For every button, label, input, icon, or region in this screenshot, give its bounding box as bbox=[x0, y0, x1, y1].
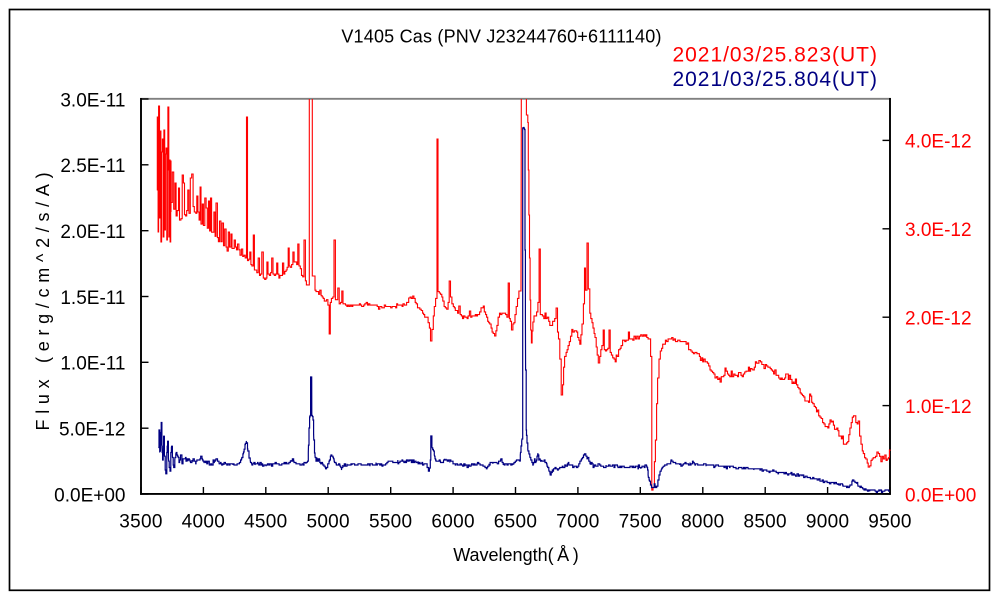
svg-text:V1405 Cas (PNV J23244760+61111: V1405 Cas (PNV J23244760+6111140) bbox=[341, 26, 661, 46]
svg-text:4500: 4500 bbox=[244, 511, 287, 532]
svg-text:3.0E-12: 3.0E-12 bbox=[905, 220, 972, 241]
svg-text:0.0E+00: 0.0E+00 bbox=[54, 485, 125, 506]
svg-text:2.0E-12: 2.0E-12 bbox=[905, 309, 972, 330]
svg-text:5500: 5500 bbox=[369, 511, 412, 532]
svg-text:6000: 6000 bbox=[431, 511, 474, 532]
svg-text:3500: 3500 bbox=[119, 511, 162, 532]
svg-text:8000: 8000 bbox=[681, 511, 724, 532]
svg-text:7500: 7500 bbox=[619, 511, 662, 532]
svg-text:4000: 4000 bbox=[182, 511, 225, 532]
svg-text:1.0E-12: 1.0E-12 bbox=[905, 397, 972, 418]
svg-text:1.5E-11: 1.5E-11 bbox=[60, 288, 125, 309]
svg-text:0.0E+00: 0.0E+00 bbox=[905, 485, 976, 506]
svg-text:8500: 8500 bbox=[743, 511, 786, 532]
svg-text:1.0E-11: 1.0E-11 bbox=[60, 354, 125, 375]
svg-text:6500: 6500 bbox=[494, 511, 537, 532]
svg-text:7000: 7000 bbox=[556, 511, 599, 532]
svg-text:3.0E-11: 3.0E-11 bbox=[60, 90, 125, 111]
svg-text:5.0E-12: 5.0E-12 bbox=[59, 420, 126, 441]
svg-text:Flux (erg/cm^2/s/A): Flux (erg/cm^2/s/A) bbox=[33, 167, 53, 431]
svg-text:9500: 9500 bbox=[868, 511, 911, 532]
svg-text:2021/03/25.804(UT): 2021/03/25.804(UT) bbox=[673, 68, 878, 91]
svg-text:5000: 5000 bbox=[306, 511, 349, 532]
svg-text:4.0E-12: 4.0E-12 bbox=[905, 132, 972, 153]
svg-text:2.5E-11: 2.5E-11 bbox=[60, 156, 125, 177]
svg-text:2021/03/25.823(UT): 2021/03/25.823(UT) bbox=[673, 44, 878, 67]
svg-text:Wavelength( Å ): Wavelength( Å ) bbox=[453, 545, 579, 565]
svg-text:2.0E-11: 2.0E-11 bbox=[60, 222, 125, 243]
svg-text:9000: 9000 bbox=[806, 511, 849, 532]
